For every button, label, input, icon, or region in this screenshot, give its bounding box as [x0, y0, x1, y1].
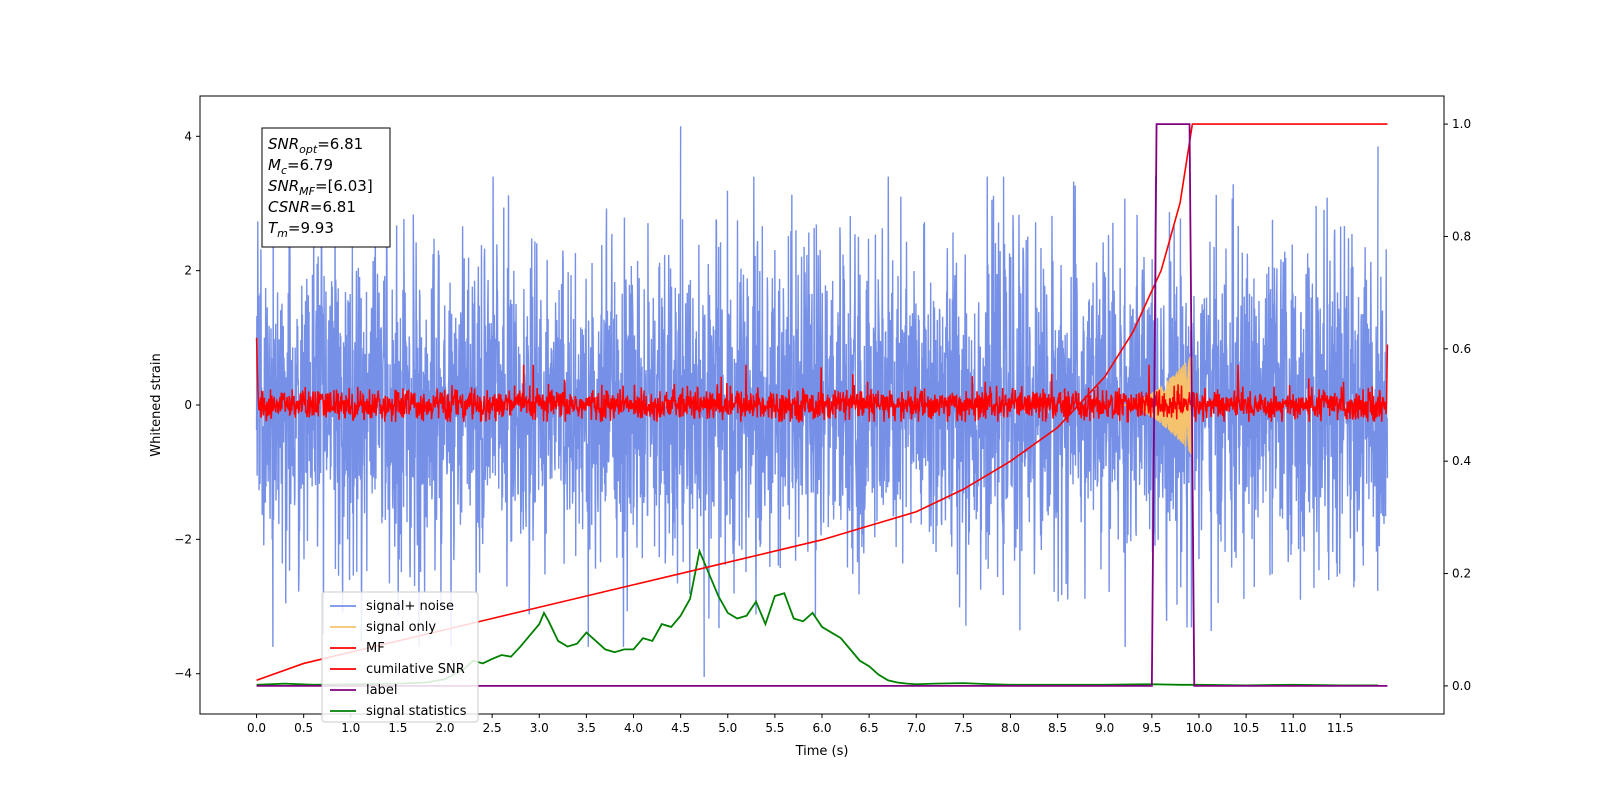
x-tick-label: 3.5 — [577, 721, 596, 735]
series-signal-statistics-line — [256, 548, 1379, 687]
info-box-line: SNRopt=6.81 — [268, 135, 363, 156]
info-box-line: Mc=6.79 — [268, 156, 333, 177]
y-tick-label: 4 — [184, 129, 192, 143]
legend-entry-label: signal statistics — [366, 704, 467, 719]
info-box-symbol: M — [268, 156, 281, 174]
info-box-symbol: T — [268, 219, 279, 237]
info-box-value: =[6.03] — [315, 177, 373, 195]
info-box-symbol: SNR — [268, 177, 299, 195]
legend-entry-label: label — [366, 683, 397, 698]
x-tick-label: 4.0 — [624, 721, 643, 735]
x-tick-label: 11.5 — [1327, 721, 1354, 735]
x-tick-label: 2.0 — [435, 721, 454, 735]
info-box-value: =6.79 — [287, 156, 333, 174]
info-box-line: SNRMF=[6.03] — [268, 177, 373, 198]
x-tick-label: 8.0 — [1001, 721, 1020, 735]
x-axis: 0.0 0.5 1.0 1.5 2.0 2.5 3.0 3.5 4.0 4.5 5.0 5.5 6.0 6… — [247, 714, 1354, 735]
info-box-value: =9.93 — [288, 219, 334, 237]
legend-entry-label: MF — [366, 641, 385, 656]
info-box-subscript: MF — [299, 185, 315, 198]
y-tick-label: 0 — [184, 398, 192, 412]
series-signal-noise-line — [255, 126, 1389, 678]
x-tick-label: 5.5 — [765, 721, 784, 735]
info-box-value: =6.81 — [310, 198, 356, 216]
y-tick-label: 2 — [184, 264, 192, 278]
info-box-subscript: m — [277, 227, 288, 240]
info-box-line: Tm=9.93 — [268, 219, 334, 240]
y-tick-label: −2 — [174, 532, 192, 546]
legend: signal+ noise signal only MF cumilative SNR… — [321, 591, 479, 723]
x-tick-label: 10.5 — [1233, 721, 1260, 735]
info-box-symbol: CSNR — [268, 198, 310, 216]
x-axis-label: Time (s) — [795, 744, 849, 759]
legend-entry-label: signal only — [366, 620, 436, 635]
x-tick-label: 1.5 — [388, 721, 407, 735]
info-box-line: CSNR=6.81 — [268, 198, 356, 216]
y2-tick-label: 0.8 — [1452, 229, 1471, 243]
y2-tick-label: 0.2 — [1452, 567, 1471, 581]
series-label-line — [256, 123, 1388, 687]
legend-frame — [321, 591, 479, 723]
y-axis-right: 1.0 0.8 0.6 0.4 0.2 0.0 — [1444, 117, 1471, 693]
x-tick-label: 8.5 — [1048, 721, 1067, 735]
x-tick-label: 7.5 — [954, 721, 973, 735]
info-box-symbol: SNR — [268, 135, 299, 153]
legend-entry-label: cumilative SNR — [366, 662, 465, 677]
x-tick-label: 11.0 — [1280, 721, 1307, 735]
x-tick-label: 3.0 — [530, 721, 549, 735]
x-tick-label: 7.0 — [907, 721, 926, 735]
info-box: SNRopt=6.81Mc=6.79SNRMF=[6.03]CSNR=6.81T… — [261, 127, 391, 248]
x-tick-label: 10.0 — [1186, 721, 1213, 735]
plot-area — [255, 123, 1389, 687]
x-tick-label: 5.0 — [718, 721, 737, 735]
info-box-subscript: c — [281, 164, 287, 177]
series-mf-line — [255, 337, 1389, 423]
y2-tick-label: 1.0 — [1452, 117, 1471, 131]
y2-tick-label: 0.6 — [1452, 342, 1471, 356]
x-tick-label: 6.5 — [860, 721, 879, 735]
x-tick-label: 0.5 — [294, 721, 313, 735]
x-tick-label: 4.5 — [671, 721, 690, 735]
y-axis-label: Whitened strain — [149, 353, 164, 456]
x-tick-label: 0.0 — [247, 721, 266, 735]
x-tick-label: 2.5 — [483, 721, 502, 735]
x-tick-label: 6.0 — [812, 721, 831, 735]
y2-tick-label: 0.4 — [1452, 454, 1471, 468]
x-tick-label: 1.0 — [341, 721, 360, 735]
y2-tick-label: 0.0 — [1452, 679, 1471, 693]
y-axis-left: 4 2 0 −2 −4 — [174, 129, 200, 681]
info-box-frame — [261, 127, 391, 248]
info-box-subscript: opt — [299, 143, 318, 156]
legend-entry-label: signal+ noise — [366, 599, 454, 614]
x-tick-label: 9.0 — [1095, 721, 1114, 735]
y-tick-label: −4 — [174, 667, 192, 681]
info-box-value: =6.81 — [317, 135, 363, 153]
x-tick-label: 9.5 — [1142, 721, 1161, 735]
